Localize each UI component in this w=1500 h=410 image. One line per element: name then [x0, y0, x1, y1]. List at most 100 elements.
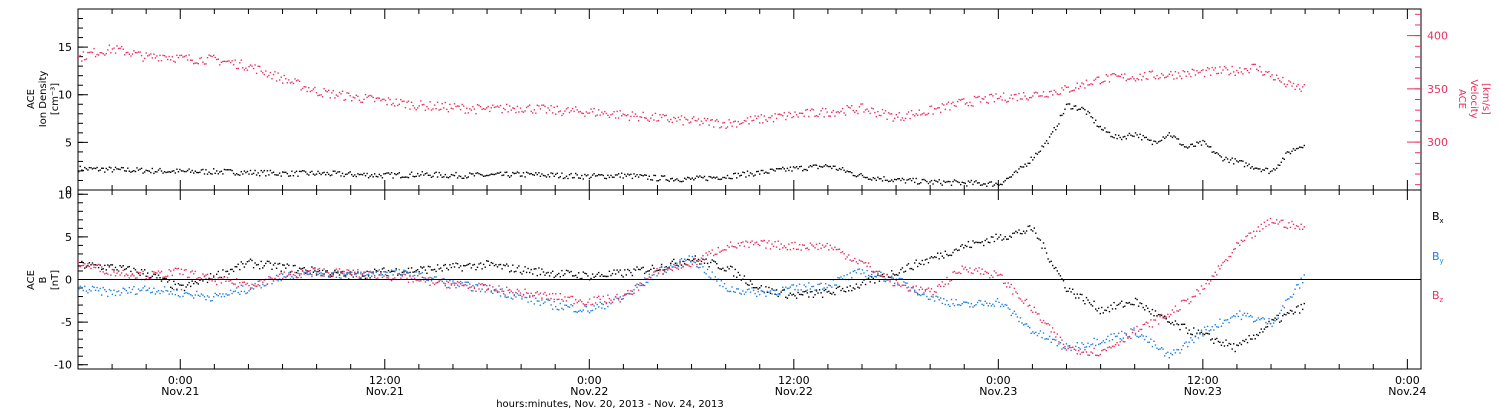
velocity-tick-label: 300: [1427, 136, 1448, 149]
by-point: [377, 270, 379, 272]
velocity-point: [930, 105, 933, 107]
ion-density-point: [1168, 132, 1170, 134]
velocity-point: [1030, 96, 1032, 99]
ion-density-point: [157, 169, 160, 171]
bx-point: [191, 280, 193, 282]
by-point: [950, 298, 953, 301]
by-point: [499, 295, 502, 297]
bx-point: [363, 275, 365, 277]
velocity-point: [610, 114, 612, 116]
velocity-point: [690, 121, 692, 123]
velocity-point: [728, 119, 730, 121]
by-point: [1137, 336, 1140, 338]
ion-density-point: [538, 172, 540, 174]
bx-point: [943, 257, 945, 259]
velocity-point: [530, 110, 532, 113]
velocity-point: [1217, 72, 1220, 75]
by-point: [502, 290, 505, 293]
velocity-point: [1193, 69, 1195, 71]
ion-density-point: [242, 173, 244, 175]
bz-point: [1042, 319, 1045, 322]
by-point: [529, 295, 531, 297]
bx-point: [858, 287, 861, 289]
by-point: [424, 277, 427, 279]
bz-point: [469, 286, 471, 289]
ion-density-point: [257, 172, 259, 174]
velocity-point: [627, 114, 629, 116]
by-point: [357, 272, 359, 274]
velocity-point: [964, 103, 966, 105]
velocity-point: [1050, 90, 1052, 92]
bx-point: [406, 272, 408, 274]
bx-point: [493, 264, 496, 267]
by-point: [1036, 334, 1039, 337]
by-point: [745, 291, 747, 293]
velocity-point: [295, 80, 298, 82]
bz-point: [571, 295, 574, 298]
velocity-point: [1038, 95, 1040, 97]
by-point: [722, 285, 724, 288]
bz-point: [174, 267, 176, 269]
velocity-point: [459, 108, 462, 111]
ion-density-point: [533, 174, 535, 176]
bx-point: [687, 258, 689, 261]
velocity-point: [561, 114, 563, 117]
ion-density-point: [996, 183, 999, 186]
velocity-point: [774, 113, 776, 115]
ion-density-point: [317, 170, 319, 173]
bz-point: [1237, 242, 1239, 244]
velocity-point: [593, 107, 595, 110]
ion-density-point: [660, 175, 663, 177]
bz-point: [1114, 344, 1117, 346]
bz-point: [660, 266, 663, 268]
bz-point: [312, 267, 315, 270]
ion-density-point: [1070, 108, 1072, 110]
by-point: [426, 279, 428, 281]
ion-density-point: [852, 174, 854, 177]
by-point: [1271, 325, 1273, 328]
by-point: [659, 266, 661, 269]
bx-point: [321, 269, 324, 272]
bx-point: [128, 265, 130, 268]
velocity-point: [665, 114, 667, 117]
ion-density-point: [553, 175, 555, 177]
velocity-point: [1101, 81, 1103, 84]
bz-point: [280, 272, 282, 274]
bx-point: [1279, 321, 1281, 323]
velocity-point: [180, 54, 183, 56]
ion-density-point: [1105, 131, 1108, 133]
ion-density-point: [107, 169, 109, 171]
velocity-point: [117, 47, 120, 50]
bz-point: [869, 266, 871, 268]
ion-density-point: [1200, 144, 1203, 146]
bx-point: [1050, 260, 1052, 262]
bz-point: [131, 273, 134, 276]
bz-point: [693, 257, 695, 260]
bx-point: [1047, 258, 1049, 260]
bx-point: [640, 267, 643, 269]
ion-density-point: [390, 172, 393, 174]
bx-point: [1272, 319, 1275, 321]
ion-density-point: [335, 172, 338, 174]
velocity-point: [772, 120, 775, 123]
ion-density-point: [1055, 129, 1057, 131]
velocity-point: [1147, 78, 1149, 80]
by-point: [458, 285, 460, 288]
bz-point: [858, 259, 861, 261]
velocity-point: [838, 112, 841, 114]
bz-point: [133, 275, 135, 277]
by-point: [101, 294, 103, 296]
bx-point: [542, 271, 545, 273]
bx-point: [1219, 341, 1221, 343]
bz-point: [101, 266, 103, 268]
velocity-point: [1085, 79, 1088, 81]
by-point: [116, 291, 118, 293]
ion-density-point: [111, 171, 114, 173]
by-point: [1056, 345, 1058, 347]
velocity-point: [1044, 96, 1046, 98]
velocity-point: [1167, 75, 1169, 77]
by-point: [348, 272, 350, 274]
ion-density-point: [1087, 110, 1089, 113]
by-point: [593, 305, 595, 307]
velocity-point: [806, 108, 808, 111]
